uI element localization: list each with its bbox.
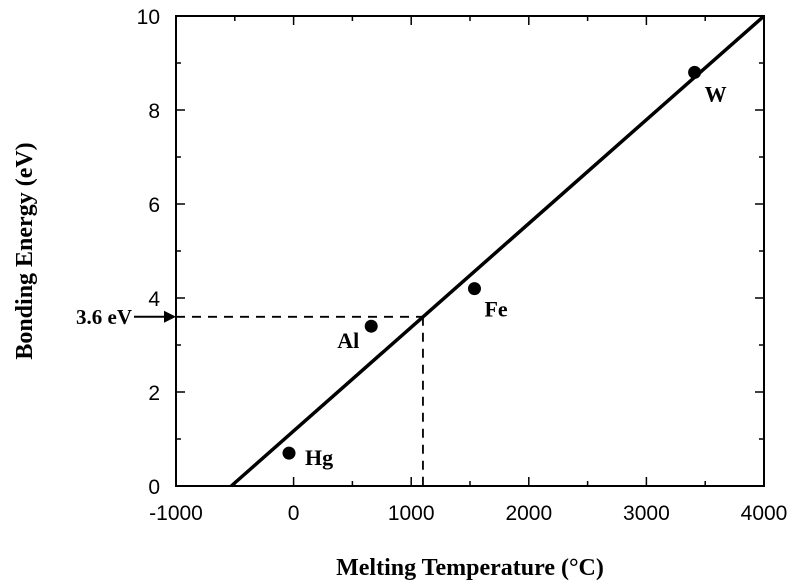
x-tick-label: 0 [288, 502, 300, 525]
reference-lines: 3.6 eV [76, 305, 424, 486]
x-tick-label: 1000 [388, 502, 435, 525]
reference-label: 3.6 eV [76, 305, 132, 329]
axis-ticks [175, 15, 765, 487]
x-tick-label: 3000 [623, 502, 670, 525]
point-label: W [705, 81, 727, 106]
x-tick-label: -1000 [149, 502, 203, 525]
fit-line [230, 14, 766, 488]
y-tick-label: 6 [148, 194, 160, 217]
x-tick-label: 2000 [505, 502, 552, 525]
data-point [688, 65, 702, 79]
data-point [282, 446, 296, 460]
x-tick-label: 4000 [741, 502, 788, 525]
point-label: Al [337, 328, 359, 353]
y-tick-label: 8 [148, 100, 160, 123]
x-axis-title: Melting Temperature (°C) [336, 555, 604, 581]
data-point [467, 282, 481, 296]
point-label: Fe [484, 297, 507, 322]
tick-labels: -1000 0 1000 2000 3000 4000 0 2 4 6 8 10 [137, 6, 788, 525]
y-tick-label: 10 [137, 6, 160, 29]
y-tick-label: 4 [148, 288, 160, 311]
y-tick-label: 0 [148, 476, 160, 499]
data-point [364, 319, 378, 333]
data-points: Hg Al Fe W [282, 65, 727, 470]
plot-frame [175, 15, 765, 487]
point-label: Hg [305, 445, 333, 470]
reference-arrow-head [164, 310, 176, 323]
y-tick-label: 2 [148, 382, 160, 405]
y-axis-title: Bonding Energy (eV) [12, 142, 38, 359]
